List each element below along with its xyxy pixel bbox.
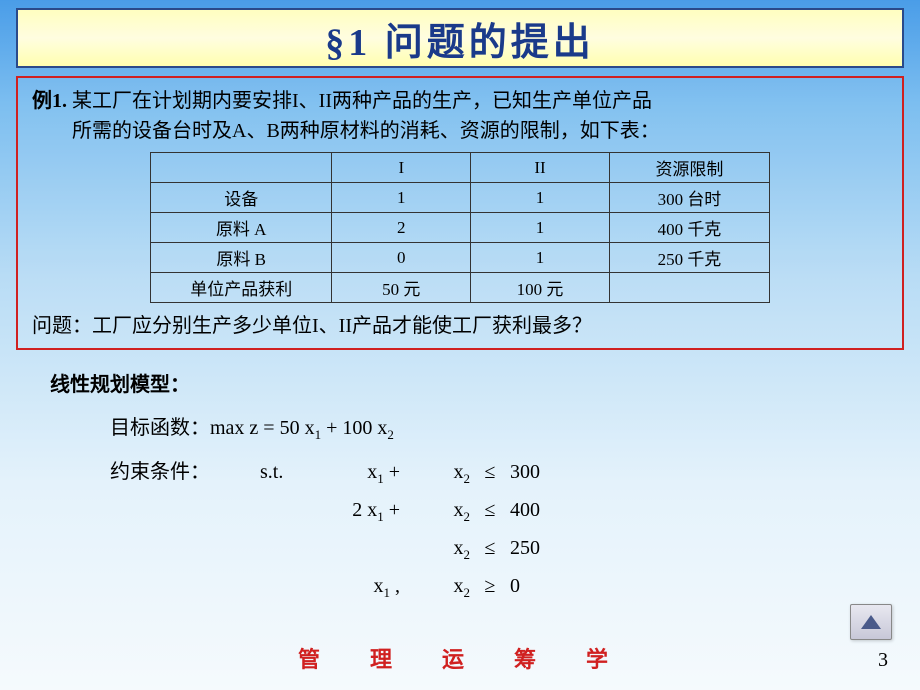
problem-line1: 某工厂在计划期内要安排I、II两种产品的生产，已知生产单位产品: [67, 90, 652, 112]
slide: §1 问题的提出 例1. 某工厂在计划期内要安排I、II两种产品的生产，已知生产…: [0, 0, 920, 690]
page-number: 3: [878, 649, 888, 672]
operator: ≤: [470, 499, 510, 522]
constraints-block: 约束条件： s.t. x1 + x2 ≤ 300 2 x1 + x2 ≤ 400…: [50, 455, 870, 601]
model-title: 线性规划模型：: [50, 368, 870, 397]
table-header: [151, 153, 332, 183]
question-text: 问题：工厂应分别生产多少单位I、II产品才能使工厂获利最多？: [32, 311, 888, 341]
table-header: II: [471, 153, 610, 183]
coef-b: x2: [400, 575, 470, 601]
table-cell: 400 千克: [609, 213, 769, 243]
rhs: 300: [510, 461, 570, 484]
table-cell: 单位产品获利: [151, 273, 332, 303]
operator: ≤: [470, 537, 510, 560]
coef-a: x1 ,: [330, 575, 400, 601]
model-section: 线性规划模型： 目标函数：max z = 50 x1 + 100 x2 约束条件…: [50, 368, 870, 613]
arrow-up-icon: [861, 615, 881, 629]
table-row: 设备 1 1 300 台时: [151, 183, 770, 213]
resource-table: I II 资源限制 设备 1 1 300 台时 原料 A 2 1 400 千克 …: [150, 152, 770, 303]
table-cell: 2: [332, 213, 471, 243]
table-cell: 1: [332, 183, 471, 213]
table-row: 单位产品获利 50 元 100 元: [151, 273, 770, 303]
nav-up-button[interactable]: [850, 604, 892, 640]
rhs: 400: [510, 499, 570, 522]
table-cell: 原料 A: [151, 213, 332, 243]
constraint-row: 2 x1 + x2 ≤ 400: [110, 499, 870, 525]
constraint-row: x2 ≤ 250: [110, 537, 870, 563]
rhs: 250: [510, 537, 570, 560]
operator: ≤: [470, 461, 510, 484]
table-row: 原料 A 2 1 400 千克: [151, 213, 770, 243]
table-row: I II 资源限制: [151, 153, 770, 183]
table-cell: 0: [332, 243, 471, 273]
title-bar: §1 问题的提出: [16, 8, 904, 68]
table-cell: 1: [471, 213, 610, 243]
coef-b: x2: [400, 537, 470, 563]
table-cell: [609, 273, 769, 303]
section-title: §1 问题的提出: [325, 11, 595, 66]
table-cell: 250 千克: [609, 243, 769, 273]
table-cell: 50 元: [332, 273, 471, 303]
table-row: 原料 B 0 1 250 千克: [151, 243, 770, 273]
coef-b: x2: [400, 461, 470, 487]
table-header: I: [332, 153, 471, 183]
table-cell: 100 元: [471, 273, 610, 303]
table-cell: 300 台时: [609, 183, 769, 213]
example-box: 例1. 某工厂在计划期内要安排I、II两种产品的生产，已知生产单位产品 所需的设…: [16, 76, 904, 350]
st-label: s.t.: [260, 461, 330, 484]
problem-line2: 所需的设备台时及A、B两种原材料的消耗、资源的限制，如下表：: [32, 116, 888, 146]
coef-b: x2: [400, 499, 470, 525]
problem-statement: 例1. 某工厂在计划期内要安排I、II两种产品的生产，已知生产单位产品 所需的设…: [32, 86, 888, 146]
objective-expr-part1: max z = 50 x: [210, 417, 315, 439]
constraint-row: x1 , x2 ≥ 0: [110, 575, 870, 601]
coef-a: 2 x1 +: [330, 499, 400, 525]
constraint-row: 约束条件： s.t. x1 + x2 ≤ 300: [110, 455, 870, 487]
coef-a: x1 +: [330, 461, 400, 487]
objective-label: 目标函数：: [110, 417, 210, 439]
table-header: 资源限制: [609, 153, 769, 183]
table-cell: 1: [471, 183, 610, 213]
table-cell: 原料 B: [151, 243, 332, 273]
constraint-label: 约束条件：: [110, 455, 260, 484]
table-cell: 设备: [151, 183, 332, 213]
footer-text: 管 理 运 筹 学: [0, 642, 920, 674]
rhs: 0: [510, 575, 570, 598]
objective-line: 目标函数：max z = 50 x1 + 100 x2: [50, 411, 870, 443]
objective-expr-part2: + 100 x: [321, 417, 387, 439]
example-label: 例1.: [32, 90, 67, 112]
subscript: 2: [387, 427, 394, 442]
operator: ≥: [470, 575, 510, 598]
table-cell: 1: [471, 243, 610, 273]
